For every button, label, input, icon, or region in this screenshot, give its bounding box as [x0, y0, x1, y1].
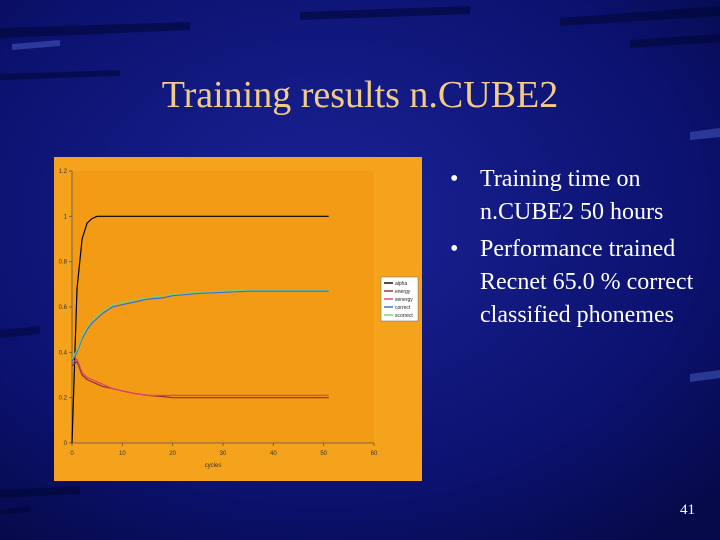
- x-tick-label: 20: [169, 451, 176, 457]
- y-tick-label: 1.2: [59, 169, 68, 175]
- series-line-scorrect: [71, 289, 329, 360]
- legend-label: alpha: [395, 281, 407, 287]
- training-chart: 0 10 20 30 40 50 60 0 0.2 0.4 0.6 0.8 1 1.2 cycles alp…: [54, 157, 422, 481]
- y-tick-label: 0.4: [59, 350, 68, 356]
- bullet-item: • Training time on n.CUBE2 50 hours: [450, 163, 712, 229]
- series-line-alpha: [71, 215, 329, 444]
- x-tick-label: 50: [320, 451, 327, 457]
- bullet-text: Training time on n.CUBE2 50 hours: [480, 166, 664, 225]
- x-tick-label: 40: [270, 451, 277, 457]
- y-tick-label: 0: [64, 441, 68, 447]
- x-tick-label: 10: [119, 451, 126, 457]
- legend-label: energy: [395, 289, 411, 295]
- page-number: 41: [680, 502, 695, 518]
- legend-label: scorrect: [395, 313, 413, 319]
- bullet-list: • Training time on n.CUBE2 50 hours • Pe…: [450, 163, 712, 336]
- bullet-text: Performance trained Recnet 65.0 % correc…: [480, 236, 694, 328]
- x-tick-label: 30: [220, 451, 227, 457]
- legend-label: correct: [395, 305, 411, 311]
- slide-title: Training results n.CUBE2: [161, 74, 559, 116]
- series-line-correct: [71, 290, 329, 362]
- legend-box: [380, 276, 419, 322]
- series-line-senergy: [71, 358, 329, 396]
- bullet-dot: •: [450, 236, 459, 262]
- legend-label: senergy: [395, 297, 413, 303]
- plot-area: [72, 171, 374, 443]
- y-tick-label: 0.6: [59, 305, 68, 311]
- y-tick-label: 1: [64, 214, 68, 220]
- x-axis-label: cycles: [205, 463, 222, 469]
- y-tick-label: 0.8: [59, 260, 68, 266]
- y-tick-label: 0.2: [59, 396, 68, 402]
- x-tick-label: 60: [371, 451, 378, 457]
- chart-svg: 0 10 20 30 40 50 60 0 0.2 0.4 0.6 0.8 1 1.2 cycles alp…: [54, 157, 422, 481]
- bullet-dot: •: [450, 166, 459, 192]
- x-tick-label: 0: [70, 451, 74, 457]
- bullet-item: • Performance trained Recnet 65.0 % corr…: [450, 233, 712, 332]
